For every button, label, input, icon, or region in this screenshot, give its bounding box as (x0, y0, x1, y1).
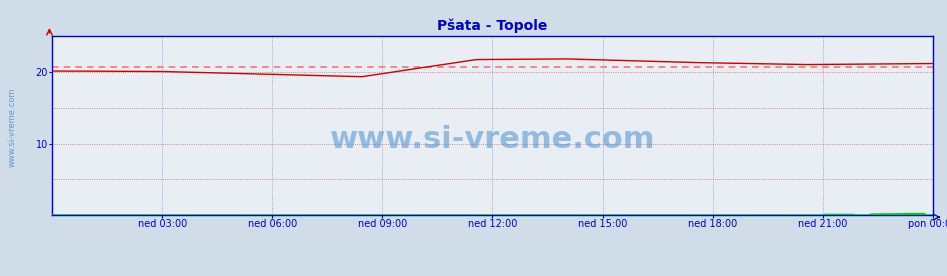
Text: www.si-vreme.com: www.si-vreme.com (330, 125, 655, 155)
Text: www.si-vreme.com: www.si-vreme.com (8, 87, 17, 167)
Title: Pšata - Topole: Pšata - Topole (438, 19, 547, 33)
